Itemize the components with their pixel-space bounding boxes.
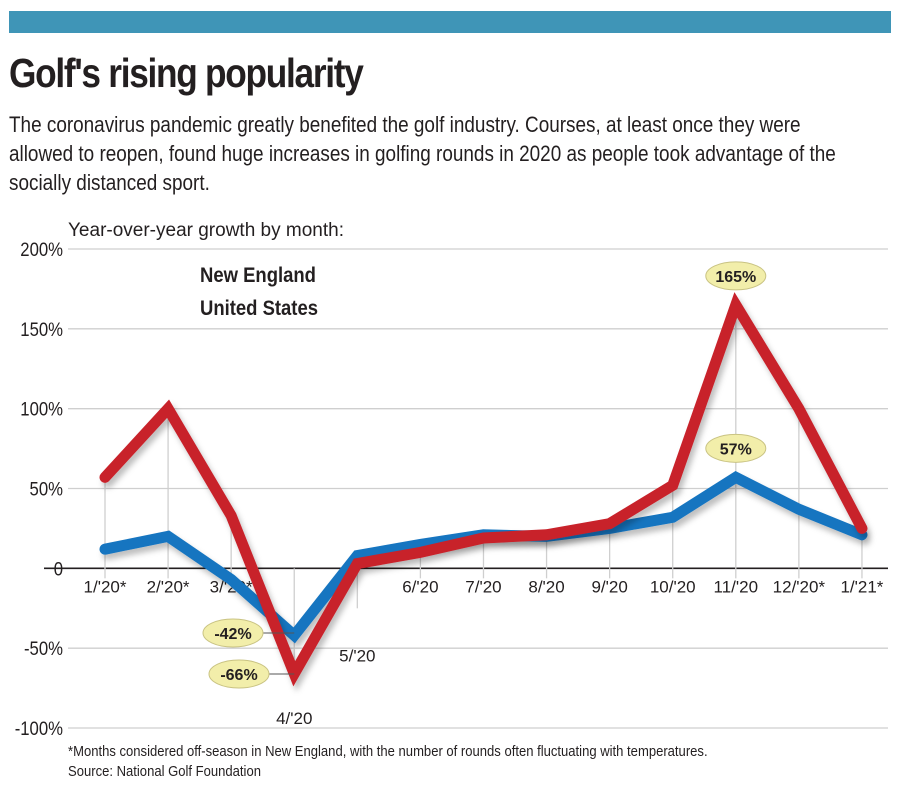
source-text: Source: National Golf Foundation [68, 764, 261, 780]
x-tick-label: 2/'20* [147, 577, 190, 596]
x-tick-label: 4/'20 [276, 709, 312, 728]
subtitle: The coronavirus pandemic greatly benefit… [9, 112, 836, 195]
y-tick-label: -100% [15, 718, 63, 739]
annotation-bubble [208, 659, 270, 689]
annotation-label: -42% [214, 626, 251, 643]
y-tick-label: 0 [54, 558, 63, 579]
x-tick-label: 6/'20 [402, 577, 438, 596]
x-tick-label: 1/'21* [840, 577, 883, 596]
header-color-bar [9, 11, 891, 33]
y-tick-label: -50% [24, 638, 63, 659]
x-tick-label: 10/'20 [650, 577, 696, 596]
y-tick-label: 150% [20, 319, 63, 340]
footnote: *Months considered off-season in New Eng… [68, 742, 708, 782]
chart-title: Year-over-year growth by month: [68, 220, 344, 241]
legend-label: United States [200, 297, 318, 320]
annotation-bubble [202, 618, 264, 648]
x-tick-label: 12/'20* [773, 577, 826, 596]
annotation-bubble [705, 261, 767, 291]
annotation-label: 57% [720, 441, 752, 458]
y-tick-label: 50% [30, 479, 64, 500]
legend-label: New England [200, 264, 316, 287]
x-tick-label: 9/'20 [591, 577, 627, 596]
x-tick-label: 8/'20 [528, 577, 564, 596]
footnote-text: *Months considered off-season in New Eng… [68, 744, 708, 760]
x-tick-label: 1/'20* [84, 577, 127, 596]
annotation-label: 165% [715, 269, 756, 286]
y-tick-label: 200% [20, 239, 63, 260]
x-tick-label: 11/'20 [714, 577, 759, 596]
annotation-bubble [705, 433, 767, 463]
y-tick-label: 100% [20, 399, 63, 420]
x-tick-label: 5/'20 [339, 646, 375, 665]
annotation-label: -66% [220, 667, 257, 684]
x-tick-label: 7/'20 [465, 577, 501, 596]
page-title: Golf's rising popularity [9, 50, 364, 96]
